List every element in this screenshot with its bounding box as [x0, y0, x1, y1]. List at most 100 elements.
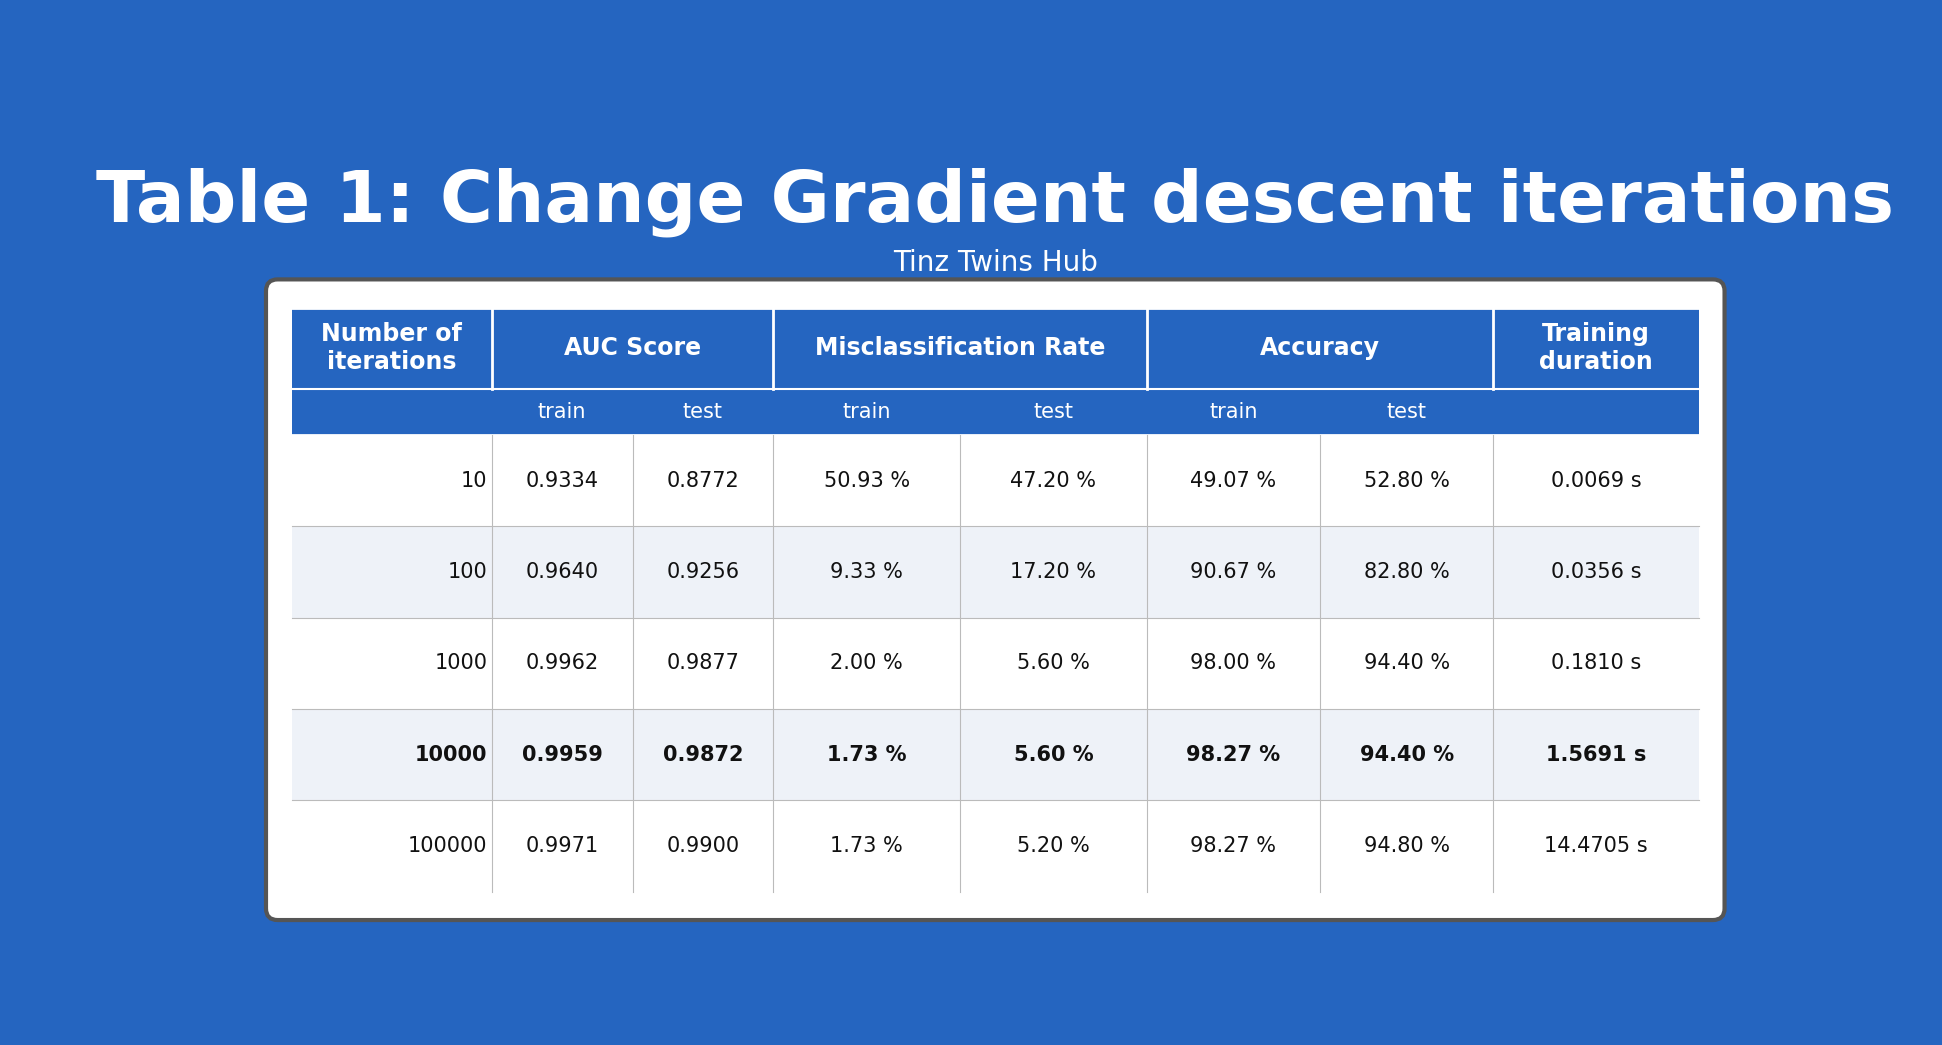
FancyBboxPatch shape [1321, 709, 1493, 800]
FancyBboxPatch shape [291, 527, 491, 618]
FancyBboxPatch shape [1493, 435, 1699, 527]
Text: 0.9877: 0.9877 [666, 653, 740, 673]
Text: 0.9872: 0.9872 [662, 745, 744, 765]
FancyBboxPatch shape [491, 618, 633, 709]
Text: 98.27 %: 98.27 % [1187, 745, 1280, 765]
FancyBboxPatch shape [491, 800, 633, 891]
FancyBboxPatch shape [291, 308, 491, 389]
Text: test: test [1387, 402, 1427, 422]
Text: AUC Score: AUC Score [563, 336, 701, 361]
FancyBboxPatch shape [491, 435, 633, 527]
FancyBboxPatch shape [1493, 527, 1699, 618]
Text: 90.67 %: 90.67 % [1190, 562, 1276, 582]
FancyBboxPatch shape [773, 527, 959, 618]
FancyBboxPatch shape [633, 709, 773, 800]
FancyBboxPatch shape [1493, 709, 1699, 800]
Text: 52.80 %: 52.80 % [1363, 470, 1449, 490]
Text: 94.80 %: 94.80 % [1363, 836, 1449, 856]
FancyBboxPatch shape [1321, 800, 1493, 891]
FancyBboxPatch shape [291, 435, 491, 527]
FancyBboxPatch shape [1321, 527, 1493, 618]
FancyBboxPatch shape [491, 527, 633, 618]
Text: Table 1: Change Gradient descent iterations: Table 1: Change Gradient descent iterati… [97, 168, 1893, 237]
Text: 0.9962: 0.9962 [526, 653, 598, 673]
FancyBboxPatch shape [1321, 389, 1493, 435]
FancyBboxPatch shape [491, 308, 773, 389]
Text: 1.73 %: 1.73 % [831, 836, 903, 856]
Text: Tinz Twins Hub: Tinz Twins Hub [893, 249, 1097, 277]
FancyBboxPatch shape [959, 800, 1148, 891]
Text: 0.9971: 0.9971 [526, 836, 598, 856]
Text: 82.80 %: 82.80 % [1363, 562, 1449, 582]
Text: 0.9640: 0.9640 [526, 562, 598, 582]
Text: Number of
iterations: Number of iterations [320, 323, 462, 374]
FancyBboxPatch shape [773, 800, 959, 891]
Text: 0.9900: 0.9900 [666, 836, 740, 856]
FancyBboxPatch shape [1321, 618, 1493, 709]
Text: test: test [684, 402, 722, 422]
Text: 0.0356 s: 0.0356 s [1552, 562, 1641, 582]
Text: train: train [843, 402, 891, 422]
FancyBboxPatch shape [959, 527, 1148, 618]
FancyBboxPatch shape [291, 709, 491, 800]
FancyBboxPatch shape [633, 800, 773, 891]
FancyBboxPatch shape [1148, 389, 1321, 435]
FancyBboxPatch shape [959, 709, 1148, 800]
Text: 0.9334: 0.9334 [526, 470, 598, 490]
Text: 0.1810 s: 0.1810 s [1552, 653, 1641, 673]
FancyBboxPatch shape [959, 435, 1148, 527]
Text: 94.40 %: 94.40 % [1363, 653, 1451, 673]
FancyBboxPatch shape [291, 618, 491, 709]
FancyBboxPatch shape [633, 389, 773, 435]
Text: 10: 10 [460, 470, 487, 490]
Text: 49.07 %: 49.07 % [1190, 470, 1276, 490]
Text: 94.40 %: 94.40 % [1359, 745, 1455, 765]
FancyBboxPatch shape [1148, 308, 1493, 389]
FancyBboxPatch shape [291, 389, 491, 435]
Text: train: train [538, 402, 586, 422]
FancyBboxPatch shape [291, 800, 491, 891]
Text: Training
duration: Training duration [1540, 323, 1653, 374]
Text: 0.0069 s: 0.0069 s [1552, 470, 1641, 490]
FancyBboxPatch shape [1493, 618, 1699, 709]
Text: 9.33 %: 9.33 % [831, 562, 903, 582]
Text: 17.20 %: 17.20 % [1010, 562, 1097, 582]
FancyBboxPatch shape [1321, 435, 1493, 527]
Text: 0.9256: 0.9256 [666, 562, 740, 582]
FancyBboxPatch shape [959, 618, 1148, 709]
FancyBboxPatch shape [1148, 800, 1321, 891]
FancyBboxPatch shape [1148, 618, 1321, 709]
FancyBboxPatch shape [1493, 308, 1699, 389]
FancyBboxPatch shape [633, 618, 773, 709]
Text: 10000: 10000 [416, 745, 487, 765]
Text: test: test [1033, 402, 1074, 422]
Text: 5.20 %: 5.20 % [1018, 836, 1089, 856]
Text: 1000: 1000 [435, 653, 487, 673]
FancyBboxPatch shape [773, 709, 959, 800]
Text: Accuracy: Accuracy [1260, 336, 1381, 361]
Text: train: train [1210, 402, 1258, 422]
FancyBboxPatch shape [491, 389, 633, 435]
FancyBboxPatch shape [491, 709, 633, 800]
Text: 50.93 %: 50.93 % [823, 470, 909, 490]
Text: 2.00 %: 2.00 % [831, 653, 903, 673]
FancyBboxPatch shape [1148, 709, 1321, 800]
Text: 47.20 %: 47.20 % [1010, 470, 1097, 490]
FancyBboxPatch shape [773, 389, 959, 435]
Text: 1.73 %: 1.73 % [827, 745, 907, 765]
Text: 100000: 100000 [408, 836, 487, 856]
FancyBboxPatch shape [773, 618, 959, 709]
FancyBboxPatch shape [633, 435, 773, 527]
Text: 98.00 %: 98.00 % [1190, 653, 1276, 673]
FancyBboxPatch shape [1493, 800, 1699, 891]
Text: 100: 100 [447, 562, 487, 582]
Text: 1.5691 s: 1.5691 s [1546, 745, 1647, 765]
FancyBboxPatch shape [633, 527, 773, 618]
Text: 0.8772: 0.8772 [666, 470, 740, 490]
Text: 0.9959: 0.9959 [522, 745, 602, 765]
Text: 14.4705 s: 14.4705 s [1544, 836, 1649, 856]
FancyBboxPatch shape [1148, 527, 1321, 618]
Text: 98.27 %: 98.27 % [1190, 836, 1276, 856]
FancyBboxPatch shape [1493, 389, 1699, 435]
Text: 5.60 %: 5.60 % [1014, 745, 1093, 765]
